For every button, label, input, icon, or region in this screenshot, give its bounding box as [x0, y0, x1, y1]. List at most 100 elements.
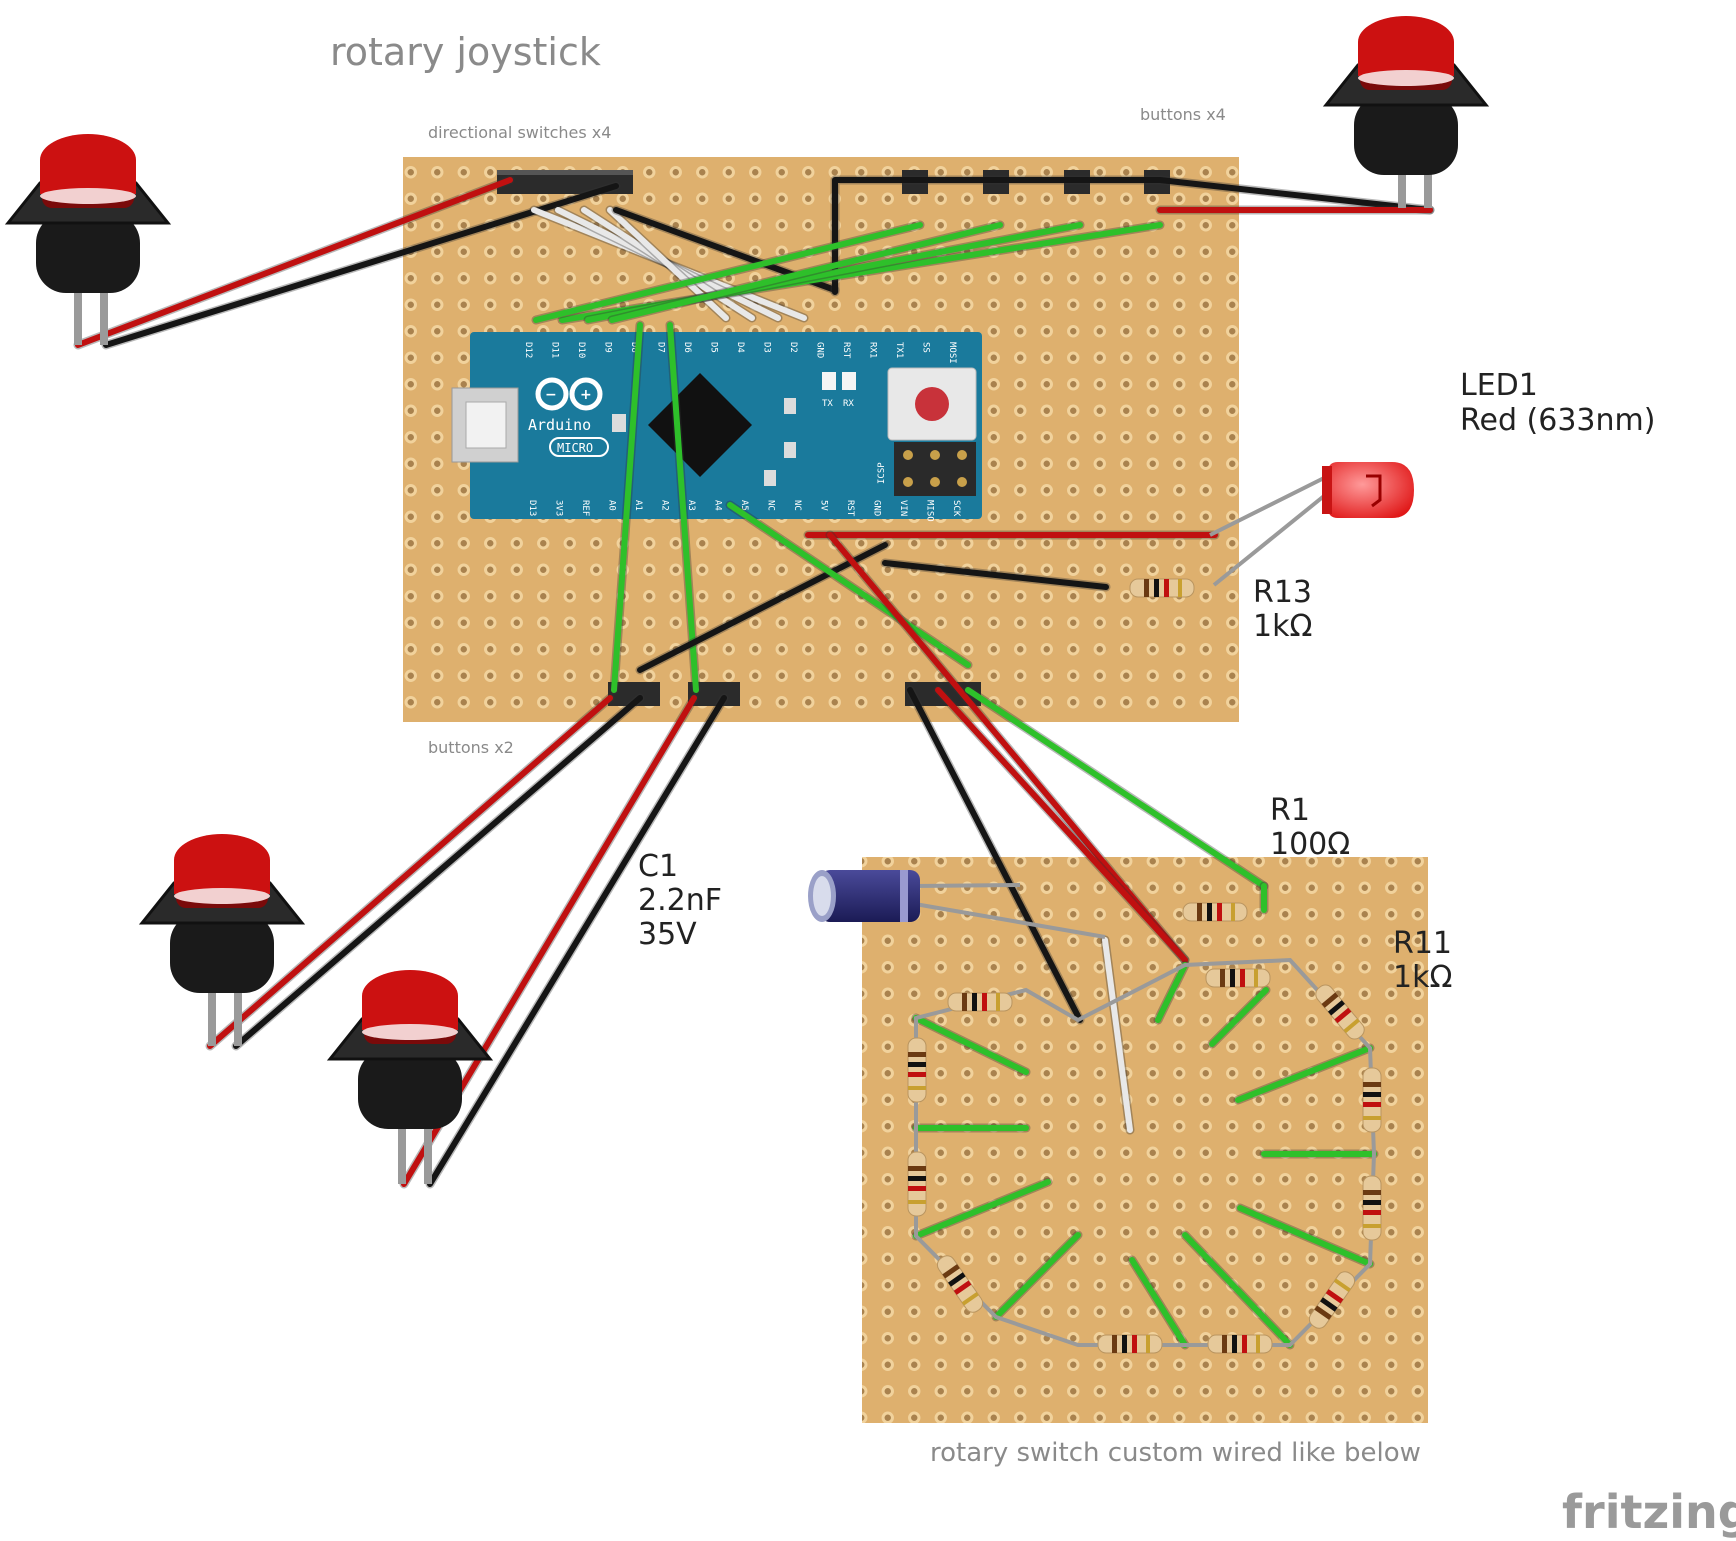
label-directional-switches: directional switches x4: [428, 123, 611, 142]
c1-voltage: 35V: [638, 917, 697, 952]
arduino-top-pin-labels: D12 D11 D10 D9 D8 D7 D6 D5 D4 D3 D2 GND RST RX1 TX1 SS M…: [523, 342, 957, 364]
wire: [827, 532, 1188, 963]
r1-name: R1: [1270, 793, 1310, 828]
resistor: [907, 1037, 927, 1103]
svg-text:−: −: [545, 387, 557, 403]
wire: [913, 1015, 1029, 1075]
svg-text:ICSP: ICSP: [877, 462, 887, 484]
resistor: [936, 1255, 984, 1313]
wire: [1182, 1232, 1293, 1348]
label-buttons-bottom: buttons x2: [428, 738, 514, 757]
arduino-pin-label: D5: [709, 342, 719, 353]
resistor: [1205, 968, 1271, 988]
arduino-pin-label: D13: [527, 500, 537, 516]
arduino-pin-label: D12: [523, 342, 533, 358]
arduino-pin-label: A0: [607, 500, 617, 511]
arduino-pin-label: MISO: [925, 500, 935, 522]
arduino-pin-label: D9: [603, 342, 613, 353]
arduino-pin-label: A2: [660, 500, 670, 511]
wires: [73, 175, 1435, 1350]
led1: [1209, 462, 1414, 587]
wire: [1237, 1205, 1373, 1267]
arduino-pin-label: A1: [633, 500, 643, 511]
arduino-brand: Arduino: [528, 416, 591, 434]
arduino-pin-label: A3: [686, 500, 696, 511]
resistor: [1362, 1067, 1382, 1133]
wire: [1129, 1257, 1188, 1348]
arduino-pin-label: SS: [921, 342, 931, 353]
led1-value: Red (633nm): [1460, 403, 1655, 438]
c1-name: C1: [638, 849, 678, 884]
capacitor-c1: [808, 870, 1106, 939]
resistor: [947, 992, 1013, 1012]
wire: [233, 695, 643, 1049]
arduino-model: MICRO: [557, 441, 593, 455]
push-buttons: [4, 16, 1490, 1184]
arduino-pin-label: NC: [766, 500, 776, 511]
wire: [427, 695, 727, 1187]
wire: [907, 687, 1083, 1023]
arduino-pin-label: RST: [845, 500, 855, 517]
wire: [1209, 987, 1269, 1047]
c1-value: 2.2nF: [638, 883, 722, 918]
wire: [935, 687, 1188, 963]
wire: [1235, 1045, 1373, 1103]
arduino-pin-label: D7: [656, 342, 666, 353]
arduino-pin-label: VIN: [898, 500, 908, 516]
arduino-pin-label: GND: [815, 342, 825, 358]
arduino-pin-label: SCK: [951, 500, 961, 517]
label-rotary-note: rotary switch custom wired like below: [930, 1438, 1421, 1468]
r13-name: R13: [1253, 575, 1312, 610]
wire: [993, 1232, 1081, 1320]
led1-name: LED1: [1460, 368, 1538, 403]
resistor: [1097, 1334, 1163, 1354]
arduino-logo-icon: − +: [535, 377, 603, 411]
r11-value: 1kΩ: [1393, 960, 1452, 995]
push-button: [4, 134, 172, 345]
rotary-stripboard: [862, 857, 1428, 1423]
wire: [727, 502, 971, 668]
wire: [637, 542, 888, 673]
arduino-pin-label: MOSI: [947, 342, 957, 364]
wire: [913, 1179, 1051, 1239]
resistor: [1207, 1334, 1273, 1354]
wire: [75, 177, 513, 348]
arduino-pin-label: A4: [713, 500, 723, 511]
arduino-pin-label: 3V3: [554, 500, 564, 516]
wire: [207, 695, 613, 1049]
arduino-pin-label: A5: [739, 500, 749, 511]
arduino-pin-label: D2: [788, 342, 798, 353]
arduino-pin-label: RST: [841, 342, 851, 359]
fritzing-logo: fritzing: [1562, 1485, 1736, 1539]
wire: [1155, 962, 1188, 1023]
arduino-pin-label: GND: [872, 500, 882, 516]
r1-value: 100Ω: [1270, 827, 1350, 862]
arduino-pin-label: D6: [682, 342, 692, 353]
resistor: [1315, 984, 1365, 1040]
resistor: [1182, 902, 1248, 922]
arduino-micro: ICSP TX RX − + Arduino MICRO D12 D11 D10 D9…: [451, 332, 982, 522]
wire: [667, 322, 699, 693]
svg-text:+: +: [580, 387, 592, 403]
rx-led-label: RX: [843, 399, 854, 409]
resistor: [1362, 1175, 1382, 1241]
arduino-pin-label: 5V: [819, 500, 829, 511]
label-buttons-top: buttons x4: [1140, 105, 1226, 124]
resistors: [907, 578, 1382, 1354]
arduino-pin-label: REF: [580, 500, 590, 516]
arduino-pin-label: D10: [576, 342, 586, 358]
wire: [533, 222, 923, 323]
icsp-header: [894, 442, 976, 496]
arduino-pin-label: TX1: [894, 342, 904, 358]
arduino-bottom-pin-labels: D13 3V3 REF A0 A1 A2 A3 A4 A5 NC NC 5V RST GND VIN MISO…: [527, 500, 961, 522]
tx-led-label: TX: [822, 399, 833, 409]
push-button: [1322, 16, 1490, 208]
r13-value: 1kΩ: [1253, 609, 1312, 644]
arduino-pin-label: RX1: [868, 342, 878, 358]
wire: [611, 322, 643, 693]
wire: [103, 183, 619, 348]
r11-name: R11: [1393, 926, 1452, 961]
wire: [965, 687, 1267, 889]
wire: [1102, 937, 1133, 1133]
